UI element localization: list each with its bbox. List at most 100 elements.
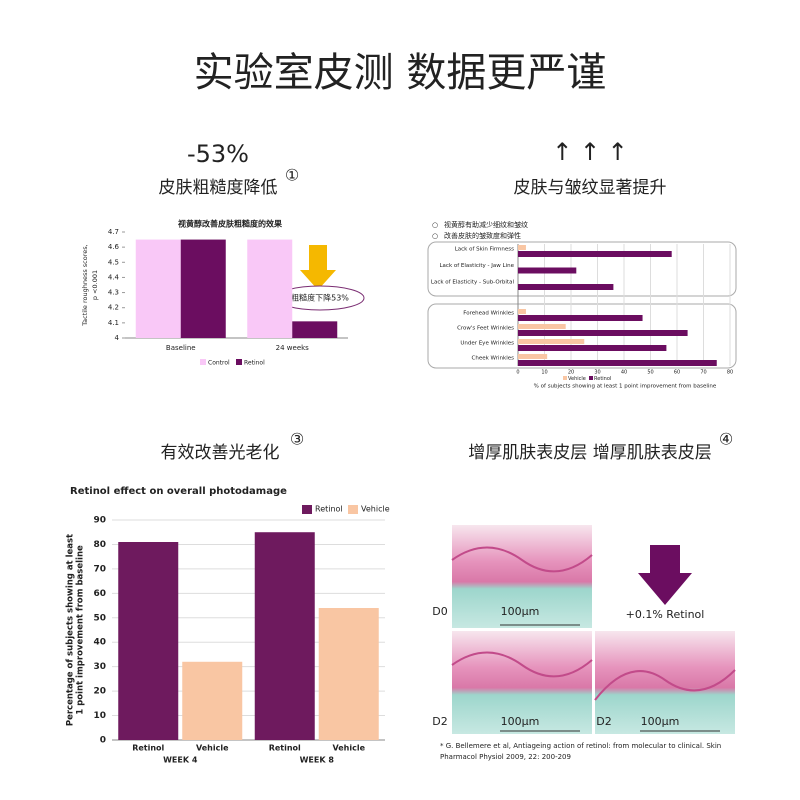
number: ① — [285, 166, 299, 185]
bar-label: Vehicle — [196, 744, 229, 753]
bar-label: Retinol — [132, 744, 164, 753]
category-label: Lack of Elasticity - Jaw Line — [439, 263, 514, 269]
annotation: 粗糙度下降53% — [291, 293, 349, 303]
bar — [518, 360, 717, 366]
day-label: D2 — [432, 715, 447, 728]
y-tick-label: 80 — [93, 540, 106, 550]
y-axis-label: 1 point improvement from baseline — [76, 545, 86, 715]
x-tick-label: 24 weeks — [276, 344, 310, 352]
bar — [518, 354, 548, 359]
category-label: Lack of Skin Firmness — [455, 247, 514, 253]
group-box — [427, 241, 737, 297]
category-label: Cheek Wrinkles — [472, 356, 515, 362]
x-tick-label: 50 — [647, 370, 653, 376]
y-tick-label: 30 — [93, 662, 106, 672]
legend-label: Retinol — [315, 505, 343, 514]
treatment: +0.1% Retinol — [626, 608, 705, 621]
x-tick-label: 80 — [727, 370, 733, 376]
category-label: Under Eye Wrinkles — [460, 341, 514, 347]
legend-swatch — [236, 359, 242, 365]
x-tick-label: 20 — [568, 370, 574, 376]
bar — [247, 239, 293, 338]
y-tick-label: 50 — [93, 613, 106, 623]
y-tick-label: 4.6 — [108, 243, 120, 251]
x-tick-label: 60 — [674, 370, 680, 376]
category-label: Forehead Wrinkles — [463, 311, 514, 317]
y-axis-label: p <0.001 — [91, 270, 99, 300]
arrow — [300, 245, 336, 290]
y-tick-label: 20 — [93, 687, 106, 697]
bar — [318, 608, 379, 740]
y-tick-label: 4.5 — [108, 258, 119, 266]
legend-swatch — [348, 505, 358, 514]
bar-label: Vehicle — [332, 744, 365, 753]
y-tick-label: 4.7 — [108, 228, 119, 236]
day-label: D0 — [432, 605, 447, 618]
note: 改善皮肤的皱致度和弹性 — [444, 231, 521, 240]
bar — [518, 267, 577, 274]
heading: 增厚肌肤表皮层 增厚肌肤表皮层 — [468, 443, 711, 463]
x-tick-label: WEEK 8 — [300, 756, 335, 765]
legend-label: Vehicle — [568, 376, 586, 382]
legend-swatch — [302, 505, 312, 514]
day-label: D2 — [596, 715, 611, 728]
legend-swatch — [589, 376, 593, 380]
bar — [518, 284, 614, 290]
x-tick-label: 10 — [541, 370, 547, 376]
bar — [518, 324, 566, 329]
bar — [180, 239, 226, 338]
bar — [518, 309, 526, 314]
y-tick-label: 70 — [93, 564, 106, 574]
y-tick-label: 10 — [93, 711, 106, 721]
x-tick-label: Baseline — [166, 344, 196, 352]
bar — [254, 532, 315, 740]
category-label: Lack of Elasticity - Sub-Orbital — [431, 280, 515, 286]
heading: 皮肤粗糙度降低 — [159, 178, 278, 198]
bar — [518, 251, 672, 257]
chart-title: 视黄醇改善皮肤粗糙度的效果 — [178, 219, 282, 229]
heading: 皮肤与皱纹显著提升 — [514, 178, 667, 198]
y-tick-label: 60 — [93, 589, 106, 599]
stat: -53% — [187, 140, 249, 168]
y-tick-label: 4 — [115, 334, 120, 342]
y-tick-label: 4.4 — [108, 273, 120, 281]
x-tick-label: 30 — [594, 370, 600, 376]
scale-label: 100μm — [501, 605, 540, 618]
bar-label: Retinol — [269, 744, 301, 753]
scale-label: 100μm — [501, 715, 540, 728]
x-tick-label: 70 — [700, 370, 706, 376]
group-box — [427, 303, 737, 369]
bar — [118, 542, 179, 740]
y-axis-label: Tactile roughness scores, — [81, 244, 89, 326]
histology — [451, 525, 736, 734]
page-title: 实验室皮测 数据更严谨 — [194, 50, 607, 96]
number: ④ — [719, 430, 733, 449]
footnote: * G. Bellemere et al, Antiageing action … — [440, 742, 721, 750]
heading: 有效改善光老化 — [161, 443, 280, 463]
chart-title: Retinol effect on overall photodamage — [70, 486, 287, 497]
x-tick-label: 40 — [621, 370, 627, 376]
bullet: ○ — [432, 232, 438, 240]
y-tick-label: 4.1 — [108, 319, 119, 327]
footnote: Pharmacol Physiol 2009, 22: 200-209 — [440, 753, 571, 761]
stat: ↑ ↑ ↑ — [552, 138, 628, 166]
bar — [518, 339, 585, 344]
bar — [182, 661, 243, 740]
bar — [135, 239, 181, 338]
bar — [292, 321, 338, 338]
legend-swatch — [200, 359, 206, 365]
y-tick-label: 0 — [100, 736, 106, 746]
bar — [518, 315, 643, 321]
note: 视黄醇有助减少细纹和皱纹 — [444, 220, 528, 229]
legend-label: Vehicle — [361, 505, 390, 514]
number: ③ — [290, 430, 304, 449]
x-tick-label: 0 — [516, 370, 519, 376]
y-tick-label: 4.3 — [108, 289, 119, 297]
x-axis-label: % of subjects showing at least 1 point i… — [534, 384, 717, 390]
y-axis-label: Percentage of subjects showing at least — [66, 534, 76, 726]
legend-swatch — [563, 376, 567, 380]
bar — [518, 345, 667, 351]
scale-label: 100μm — [641, 715, 680, 728]
legend-label: Retinol — [244, 360, 265, 367]
